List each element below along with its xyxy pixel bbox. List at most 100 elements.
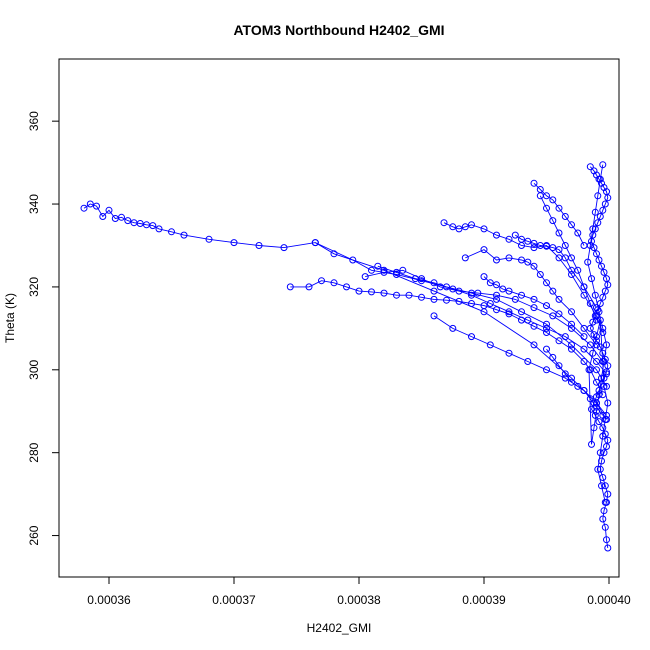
data-point [568, 378, 575, 386]
data-point [93, 202, 100, 210]
data-point [505, 287, 513, 295]
series-line [539, 195, 597, 321]
data-point [568, 341, 575, 349]
data-point [555, 362, 563, 370]
data-point [524, 237, 532, 245]
data-point [536, 186, 544, 193]
data-point [499, 285, 507, 293]
data-point [511, 231, 519, 239]
data-point [518, 242, 525, 249]
data-point [549, 244, 557, 252]
data-point [105, 206, 113, 214]
data-point [368, 288, 375, 296]
data-point [493, 256, 500, 264]
data-point [543, 242, 550, 250]
data-point [149, 222, 157, 230]
data-point [580, 324, 588, 332]
data-point [604, 281, 612, 289]
data-point [594, 192, 602, 200]
y-tick-label: 360 [27, 111, 41, 131]
data-point [590, 399, 598, 407]
data-point [518, 235, 525, 243]
x-tick-label: 0.00040 [587, 593, 631, 607]
series-line [365, 269, 604, 362]
data-point [136, 220, 144, 227]
data-point [168, 228, 175, 236]
data-point [505, 254, 513, 262]
data-point [543, 366, 550, 374]
data-point [549, 287, 557, 295]
data-point [543, 345, 550, 353]
data-point [588, 440, 595, 448]
data-point [555, 295, 563, 303]
data-point [480, 308, 488, 316]
data-point [493, 281, 500, 289]
data-point [486, 300, 494, 307]
data-point [568, 266, 575, 274]
data-point [468, 300, 475, 307]
data-point [604, 194, 612, 202]
data-point [555, 337, 563, 345]
series-line [433, 315, 607, 416]
data-point [595, 256, 603, 264]
data-point [601, 482, 609, 490]
data-point [604, 490, 612, 498]
data-point [430, 295, 438, 303]
data-point [589, 349, 597, 357]
data-point [590, 424, 598, 432]
data-point [455, 287, 463, 295]
data-point [604, 436, 612, 444]
data-point [530, 239, 538, 247]
data-point [524, 358, 532, 365]
data-point [580, 387, 588, 394]
data-point [586, 324, 594, 332]
data-point [449, 324, 457, 332]
data-point [455, 225, 463, 233]
data-point [596, 213, 604, 220]
data-point [599, 293, 607, 301]
data-point [430, 279, 438, 287]
data-point [568, 324, 575, 332]
data-point [461, 223, 469, 231]
data-point [505, 349, 513, 357]
data-point [603, 341, 610, 349]
data-point [311, 239, 319, 247]
data-point [474, 289, 482, 297]
data-point [596, 449, 604, 457]
data-point [561, 333, 569, 341]
data-point [596, 300, 604, 307]
data-point [505, 235, 513, 243]
data-point [584, 258, 592, 266]
data-point [598, 482, 605, 490]
data-point [589, 318, 597, 326]
series-15 [584, 161, 612, 506]
data-point [595, 418, 603, 426]
data-point [380, 289, 388, 297]
series-3 [311, 239, 610, 390]
data-point [99, 213, 107, 220]
series-line [290, 280, 604, 395]
data-point [411, 275, 419, 283]
data-point [468, 333, 475, 341]
data-point [588, 275, 595, 283]
data-point [530, 295, 538, 303]
data-point [601, 200, 609, 208]
data-point [604, 544, 612, 552]
y-axis: 260 280 300 320 340 360 [27, 111, 60, 546]
data-point [343, 283, 350, 291]
data-point [580, 358, 588, 365]
data-point [543, 204, 550, 212]
data-point [480, 225, 488, 233]
data-point [603, 368, 610, 376]
data-point [118, 213, 125, 221]
data-point [593, 333, 600, 341]
data-point [130, 219, 138, 227]
data-point [598, 457, 605, 465]
series-2 [286, 277, 607, 399]
data-point [600, 358, 608, 365]
data-point [591, 208, 599, 216]
y-tick-label: 280 [27, 442, 41, 462]
data-point [555, 204, 563, 212]
data-point [603, 536, 610, 544]
data-point [549, 353, 557, 361]
